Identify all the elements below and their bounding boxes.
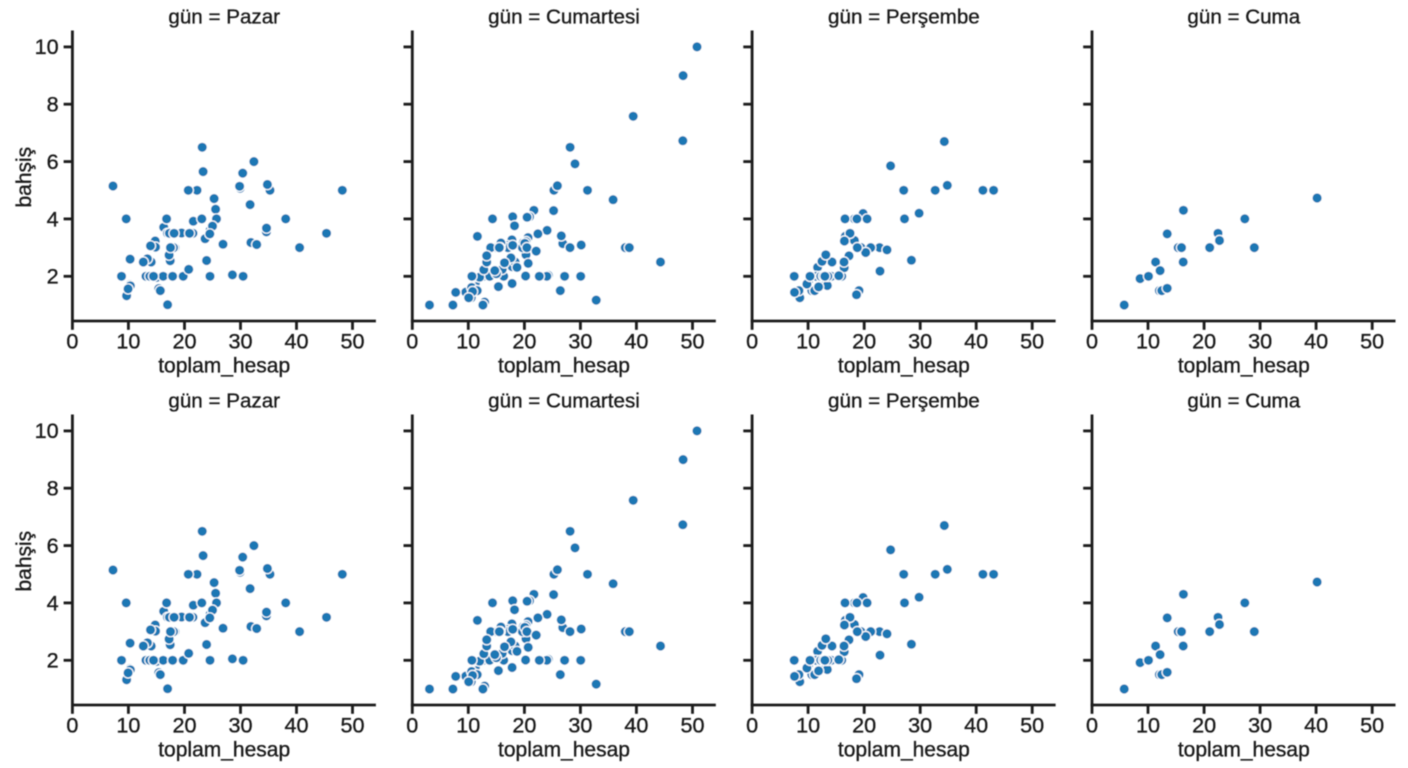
svg-text:gün = Pazar: gün = Pazar	[168, 6, 280, 29]
svg-text:gün = Perşembe: gün = Perşembe	[828, 6, 980, 29]
svg-text:0: 0	[66, 329, 78, 354]
svg-text:40: 40	[284, 329, 308, 354]
svg-text:10: 10	[796, 329, 820, 354]
svg-text:2: 2	[47, 264, 59, 289]
svg-text:10: 10	[456, 329, 480, 354]
svg-text:0: 0	[1086, 329, 1098, 354]
svg-text:toplam_hesap: toplam_hesap	[498, 354, 630, 377]
svg-text:toplam_hesap: toplam_hesap	[838, 354, 970, 377]
svg-text:10: 10	[1136, 329, 1160, 354]
svg-text:0: 0	[406, 329, 418, 354]
svg-text:30: 30	[568, 329, 592, 354]
svg-text:10: 10	[116, 329, 140, 354]
svg-text:8: 8	[47, 92, 59, 117]
svg-text:gün = Cuma: gün = Cuma	[1187, 6, 1300, 29]
svg-text:bahşiş: bahşiş	[13, 147, 36, 208]
svg-text:20: 20	[852, 329, 876, 354]
svg-text:4: 4	[47, 206, 59, 231]
svg-text:toplam_hesap: toplam_hesap	[158, 354, 290, 377]
svg-text:50: 50	[680, 329, 704, 354]
svg-text:40: 40	[964, 329, 988, 354]
svg-text:50: 50	[1020, 329, 1044, 354]
svg-text:30: 30	[1248, 329, 1272, 354]
svg-text:30: 30	[908, 329, 932, 354]
svg-text:40: 40	[624, 329, 648, 354]
svg-text:10: 10	[35, 34, 59, 59]
svg-text:6: 6	[47, 149, 59, 174]
svg-text:0: 0	[746, 329, 758, 354]
svg-text:40: 40	[1304, 329, 1328, 354]
svg-text:20: 20	[172, 329, 196, 354]
svg-text:gün = Cumartesi: gün = Cumartesi	[488, 6, 640, 29]
svg-text:30: 30	[228, 329, 252, 354]
svg-text:20: 20	[512, 329, 536, 354]
svg-text:toplam_hesap: toplam_hesap	[1178, 354, 1310, 377]
svg-text:50: 50	[340, 329, 364, 354]
svg-text:50: 50	[1360, 329, 1384, 354]
svg-text:20: 20	[1192, 329, 1216, 354]
